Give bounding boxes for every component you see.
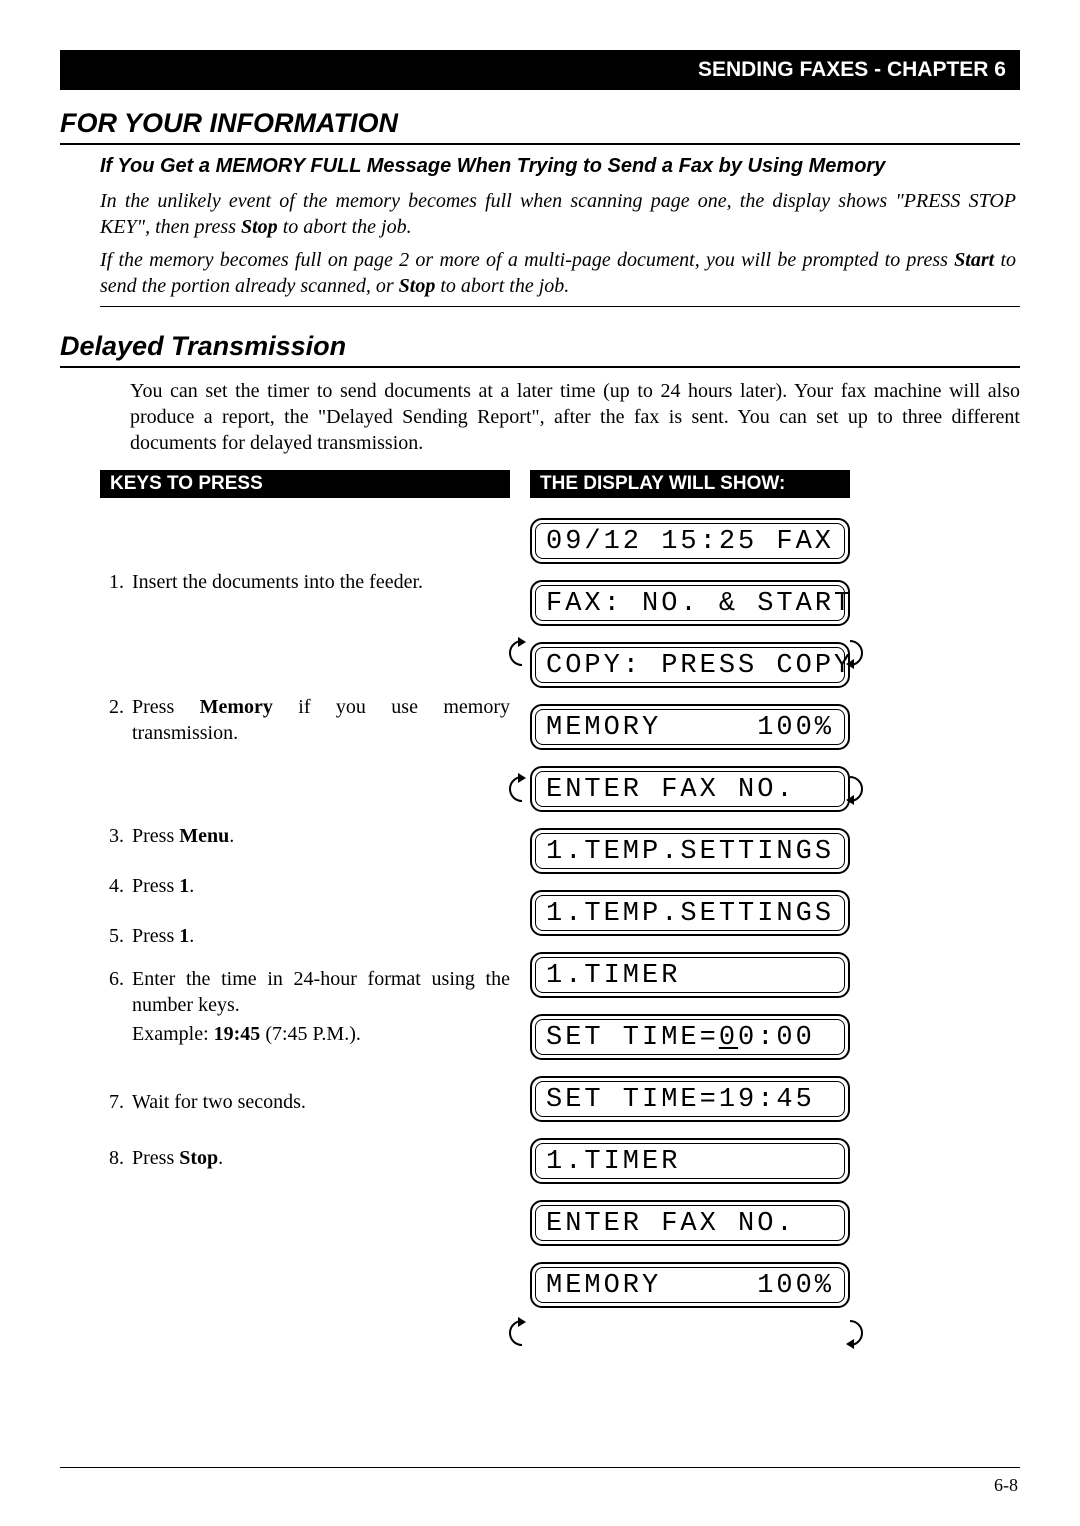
footer-rule — [60, 1467, 1020, 1468]
lcd-4: MEMORY 100% — [530, 704, 850, 750]
page-number: 6-8 — [994, 1475, 1018, 1496]
lcd-6-t: 1.TEMP.SETTINGS — [535, 833, 845, 869]
lcd-2: FAX: NO. & START — [530, 580, 850, 626]
fyi-body: In the unlikely event of the memory beco… — [60, 188, 1020, 300]
lcd-13-l: MEMORY — [546, 1271, 661, 1301]
keys-header: KEYS TO PRESS — [100, 470, 510, 498]
step-7-text: Wait for two seconds. — [132, 1091, 306, 1113]
loop-icon-1 — [504, 637, 876, 673]
step-5-pre: Press — [132, 925, 179, 947]
step-num-6b — [100, 1022, 132, 1048]
lcd-9: SET TIME=00:00 — [530, 1014, 850, 1060]
step-num-8: 8. — [100, 1146, 132, 1172]
lcd-9-a: SET TIME= — [546, 1023, 719, 1053]
delayed-title: Delayed Transmission — [60, 331, 1020, 368]
step-8-pre: Press — [132, 1147, 179, 1169]
fyi-p2c: to abort the job. — [435, 275, 569, 297]
step-6-text: Enter the time in 24-hour format using t… — [132, 968, 510, 1016]
lcd-7-t: 1.TEMP.SETTINGS — [535, 895, 845, 931]
chapter-header: SENDING FAXES - CHAPTER 6 — [60, 50, 1020, 90]
lcd-10: SET TIME=19:45 — [530, 1076, 850, 1122]
lcd-12-t: ENTER FAX NO. — [535, 1205, 845, 1241]
lcd-10-t: SET TIME=19:45 — [535, 1081, 845, 1117]
step-6b-post: (7:45 P.M.). — [260, 1023, 361, 1045]
fyi-p2a: If the memory becomes full on page 2 or … — [100, 249, 954, 271]
step-3-b: Menu — [179, 825, 229, 847]
fyi-subtitle: If You Get a MEMORY FULL Message When Tr… — [60, 155, 1020, 178]
display-header: THE DISPLAY WILL SHOW: — [530, 470, 850, 498]
lcd-13-r: 100% — [757, 1271, 834, 1301]
fyi-p1-stop: Stop — [241, 216, 278, 238]
lcd-9-u: 0 — [719, 1023, 738, 1053]
fyi-title: FOR YOUR INFORMATION — [60, 108, 1020, 145]
delayed-body: You can set the timer to send documents … — [60, 378, 1020, 456]
fyi-p2-stop: Stop — [399, 275, 436, 297]
step-4-pre: Press — [132, 875, 179, 897]
step-8-post: . — [218, 1147, 223, 1169]
step-6b-b: 19:45 — [214, 1023, 261, 1045]
step-num-5: 5. — [100, 924, 132, 950]
step-4-post: . — [189, 875, 194, 897]
lcd-13: MEMORY 100% — [530, 1262, 850, 1308]
step-6b-pre: Example: — [132, 1023, 214, 1045]
lcd-11-t: 1.TIMER — [535, 1143, 845, 1179]
step-2-pre: Press — [132, 696, 200, 718]
step-8-b: Stop — [179, 1147, 218, 1169]
lcd-2-t: FAX: NO. & START — [535, 585, 845, 621]
step-3-pre: Press — [132, 825, 179, 847]
lcd-1-l: 09/12 15:25 — [546, 527, 757, 557]
lcd-12: ENTER FAX NO. — [530, 1200, 850, 1246]
loop-icon-3 — [504, 1317, 876, 1353]
loop-icon-2 — [504, 773, 876, 809]
fyi-p1b: to abort the job. — [278, 216, 412, 238]
lcd-11: 1.TIMER — [530, 1138, 850, 1184]
step-num-4: 4. — [100, 874, 132, 900]
lcd-1-r: FAX — [776, 527, 834, 557]
step-5-b: 1 — [179, 925, 189, 947]
lcd-8: 1.TIMER — [530, 952, 850, 998]
step-num-2: 2. — [100, 695, 132, 746]
lcd-4-l: MEMORY — [546, 713, 661, 743]
lcd-7: 1.TEMP.SETTINGS — [530, 890, 850, 936]
step-num-1: 1. — [100, 570, 132, 596]
step-num-3: 3. — [100, 824, 132, 850]
fyi-p1a: In the unlikely event of the memory beco… — [100, 190, 1016, 238]
lcd-6: 1.TEMP.SETTINGS — [530, 828, 850, 874]
step-num-6: 6. — [100, 967, 132, 1018]
step-num-7: 7. — [100, 1090, 132, 1116]
lcd-8-t: 1.TIMER — [535, 957, 845, 993]
step-4-b: 1 — [179, 875, 189, 897]
step-3-post: . — [229, 825, 234, 847]
step-5-post: . — [189, 925, 194, 947]
step-2-b: Memory — [200, 696, 273, 718]
lcd-1: 09/12 15:25 FAX — [530, 518, 850, 564]
lcd-9-b: 0:00 — [738, 1023, 815, 1053]
fyi-p2-start: Start — [954, 249, 994, 271]
step-1-text: Insert the documents into the feeder. — [132, 571, 423, 593]
lcd-4-r: 100% — [757, 713, 834, 743]
